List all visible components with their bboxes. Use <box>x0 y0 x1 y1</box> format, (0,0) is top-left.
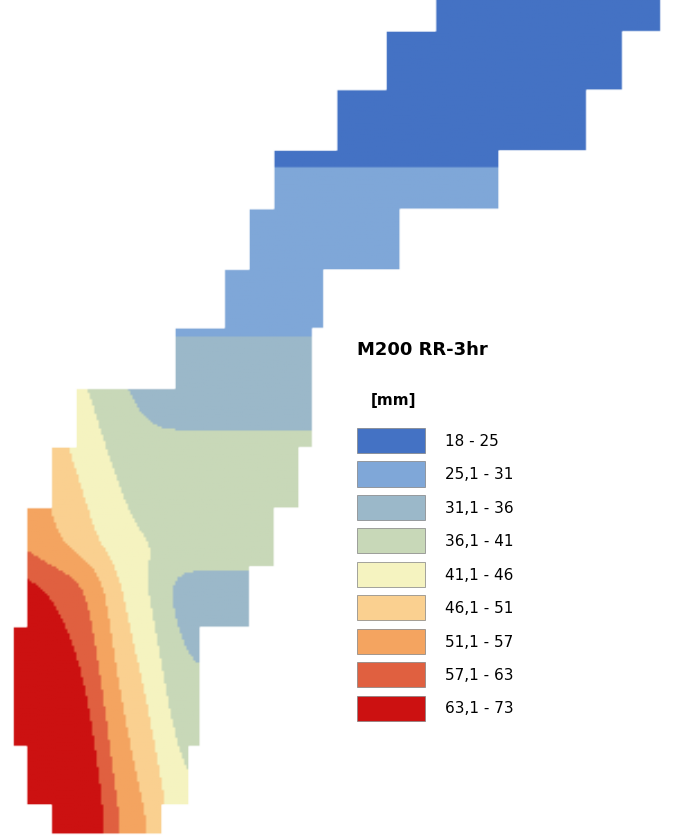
Text: 63,1 - 73: 63,1 - 73 <box>445 701 514 716</box>
FancyBboxPatch shape <box>357 562 425 587</box>
FancyBboxPatch shape <box>357 495 425 520</box>
Text: 51,1 - 57: 51,1 - 57 <box>445 635 513 650</box>
Text: 36,1 - 41: 36,1 - 41 <box>445 534 514 549</box>
FancyBboxPatch shape <box>357 428 425 453</box>
FancyBboxPatch shape <box>357 461 425 487</box>
Text: 57,1 - 63: 57,1 - 63 <box>445 668 514 683</box>
FancyBboxPatch shape <box>357 595 425 620</box>
Text: 41,1 - 46: 41,1 - 46 <box>445 568 513 583</box>
FancyBboxPatch shape <box>357 629 425 654</box>
Text: 46,1 - 51: 46,1 - 51 <box>445 601 513 616</box>
FancyBboxPatch shape <box>357 528 425 553</box>
FancyBboxPatch shape <box>357 662 425 687</box>
Text: 18 - 25: 18 - 25 <box>445 434 499 449</box>
Text: [mm]: [mm] <box>371 393 417 408</box>
Text: 31,1 - 36: 31,1 - 36 <box>445 501 514 516</box>
Text: M200 RR-3hr: M200 RR-3hr <box>357 341 488 359</box>
FancyBboxPatch shape <box>357 696 425 721</box>
Text: 25,1 - 31: 25,1 - 31 <box>445 467 513 482</box>
